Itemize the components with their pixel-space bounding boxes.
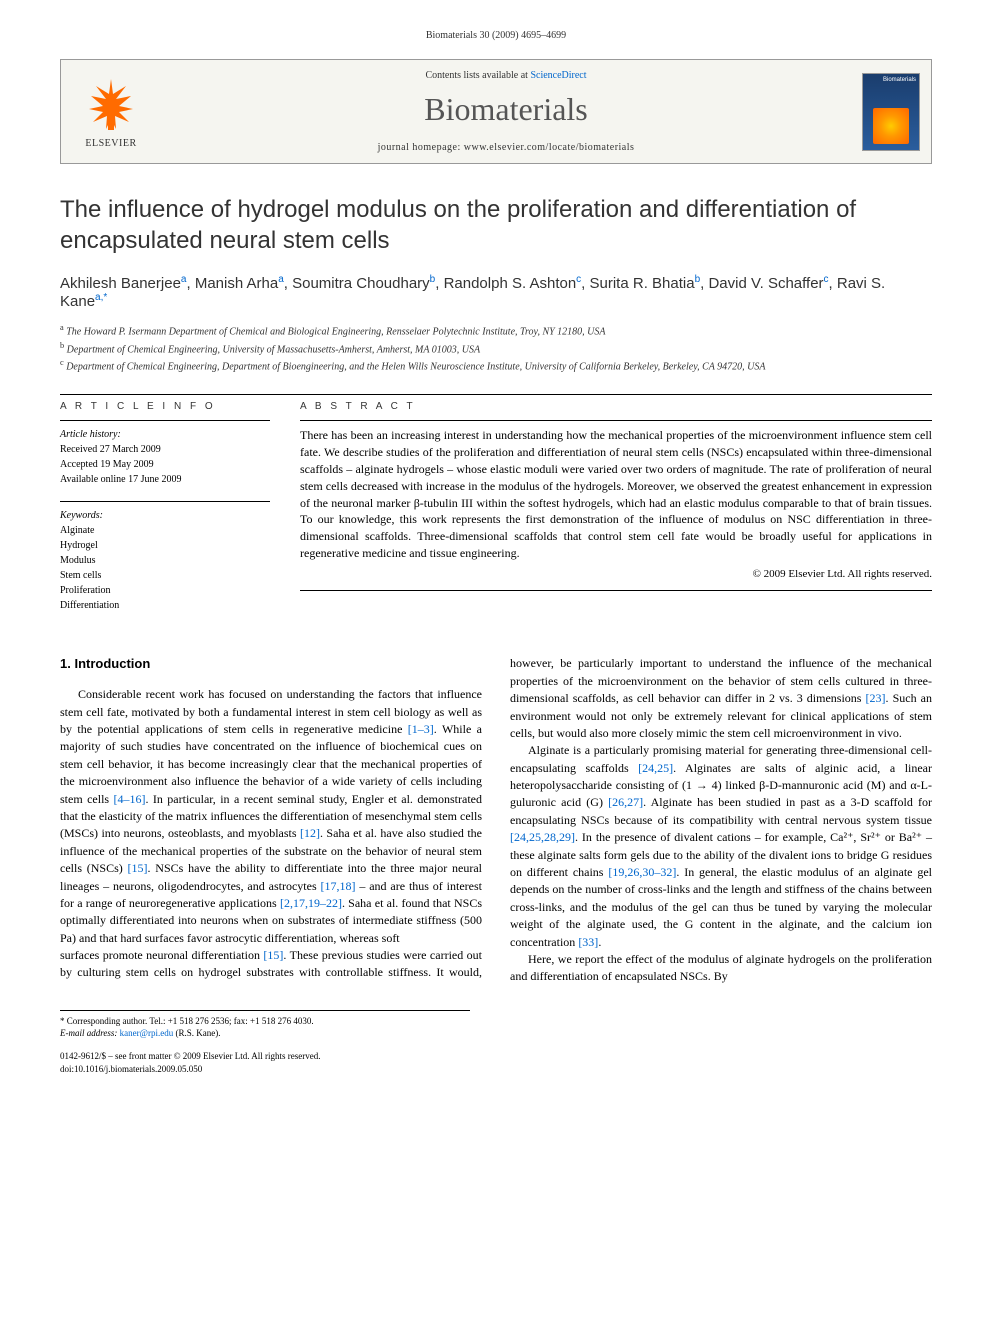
article-info: A R T I C L E I N F O Article history: R… xyxy=(60,401,270,627)
affiliations: a The Howard P. Isermann Department of C… xyxy=(60,322,932,374)
corresponding-author-footer: * Corresponding author. Tel.: +1 518 276… xyxy=(60,1010,470,1075)
sciencedirect-link[interactable]: ScienceDirect xyxy=(530,70,586,81)
abstract-rule xyxy=(300,590,932,591)
article-history: Article history: Received 27 March 2009 … xyxy=(60,420,270,487)
article-title: The influence of hydrogel modulus on the… xyxy=(60,194,932,256)
email-owner: (R.S. Kane). xyxy=(175,1028,220,1038)
divider xyxy=(60,394,932,395)
journal-title: Biomaterials xyxy=(161,91,851,128)
author-list: Akhilesh Banerjeea, Manish Arhaa, Soumit… xyxy=(60,274,932,310)
elsevier-tree-icon xyxy=(81,74,141,134)
journal-header: ELSEVIER Contents lists available at Sci… xyxy=(60,59,932,164)
article-info-heading: A R T I C L E I N F O xyxy=(60,401,270,412)
body-text: 1. Introduction Considerable recent work… xyxy=(60,655,932,985)
corr-email-link[interactable]: kaner@rpi.edu xyxy=(120,1028,174,1038)
running-head: Biomaterials 30 (2009) 4695–4699 xyxy=(60,30,932,41)
received-date: Received 27 March 2009 xyxy=(60,444,161,455)
paragraph: Considerable recent work has focused on … xyxy=(60,686,482,947)
cover-thumbnail: Biomaterials xyxy=(851,60,931,163)
cover-label: Biomaterials xyxy=(883,77,916,83)
paragraph: Here, we report the effect of the modulu… xyxy=(510,951,932,986)
affiliation-c: c Department of Chemical Engineering, De… xyxy=(60,357,932,374)
abstract-heading: A B S T R A C T xyxy=(300,401,932,412)
abstract-copyright: © 2009 Elsevier Ltd. All rights reserved… xyxy=(300,568,932,580)
publisher-name: ELSEVIER xyxy=(85,138,136,149)
keywords-label: Keywords: xyxy=(60,510,103,521)
paragraph: Alginate is a particularly promising mat… xyxy=(510,742,932,951)
abstract-text: There has been an increasing interest in… xyxy=(300,420,932,561)
email-label: E-mail address: xyxy=(60,1028,117,1038)
section-heading-intro: 1. Introduction xyxy=(60,655,482,674)
online-date: Available online 17 June 2009 xyxy=(60,474,181,485)
corr-email-line: E-mail address: kaner@rpi.edu (R.S. Kane… xyxy=(60,1027,470,1040)
corr-author: * Corresponding author. Tel.: +1 518 276… xyxy=(60,1015,470,1028)
accepted-date: Accepted 19 May 2009 xyxy=(60,459,154,470)
doi-line: doi:10.1016/j.biomaterials.2009.05.050 xyxy=(60,1063,470,1076)
cover-image: Biomaterials xyxy=(862,73,920,151)
history-label: Article history: xyxy=(60,429,121,440)
affiliation-a: a The Howard P. Isermann Department of C… xyxy=(60,322,932,339)
abstract: A B S T R A C T There has been an increa… xyxy=(300,401,932,627)
contents-prefix: Contents lists available at xyxy=(425,70,530,81)
keywords-list: AlginateHydrogelModulusStem cellsProlife… xyxy=(60,525,119,611)
publisher-logo-block: ELSEVIER xyxy=(61,60,161,163)
contents-available: Contents lists available at ScienceDirec… xyxy=(161,70,851,81)
affiliation-b: b Department of Chemical Engineering, Un… xyxy=(60,340,932,357)
issn-line: 0142-9612/$ – see front matter © 2009 El… xyxy=(60,1050,470,1063)
keywords-block: Keywords: AlginateHydrogelModulusStem ce… xyxy=(60,501,270,613)
journal-homepage: journal homepage: www.elsevier.com/locat… xyxy=(161,142,851,153)
